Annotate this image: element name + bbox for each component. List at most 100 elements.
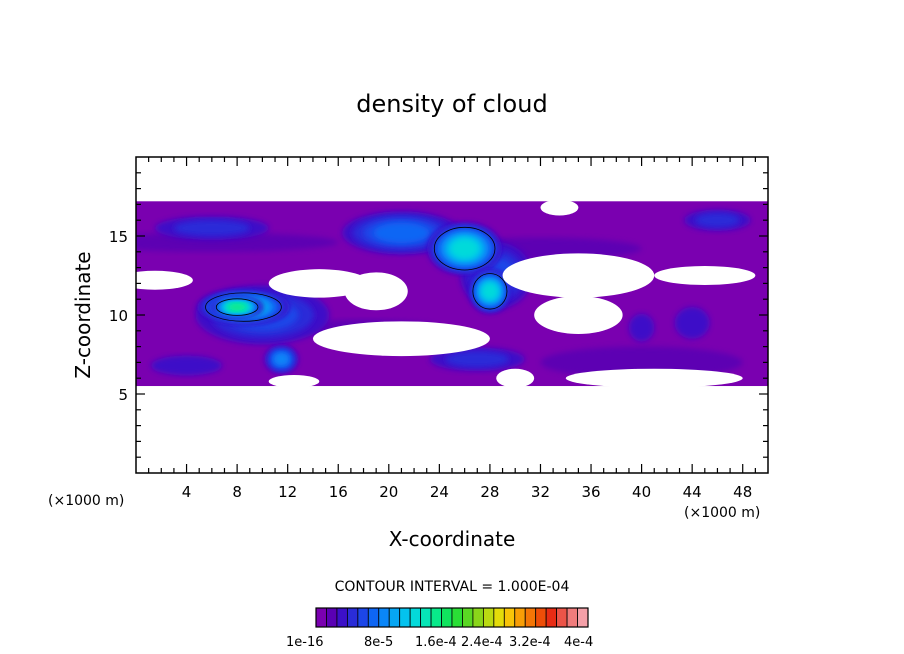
x-tick-label: 44 [683, 483, 702, 501]
x-tick-label: 16 [329, 483, 348, 501]
colorbar-swatch [378, 607, 390, 628]
chart-title: density of cloud [356, 90, 547, 118]
colorbar-swatch [409, 607, 422, 628]
x-tick-label: 32 [531, 483, 550, 501]
colorbar-label: 1.6e-4 [415, 635, 457, 650]
density-feature-9 [264, 345, 298, 374]
colorbar-swatch [441, 607, 453, 628]
contour-line [472, 273, 508, 310]
colorbar-swatch [430, 607, 442, 628]
y-axis-label: Z-coordinate [71, 251, 95, 378]
x-unit-right: (×1000 m) [684, 505, 760, 521]
density-level-3 [173, 220, 250, 237]
colorbar-swatch [545, 607, 558, 628]
colorbar-swatch [556, 607, 568, 628]
gap-9 [268, 375, 320, 388]
x-tick-label: 36 [581, 483, 600, 501]
colorbar-swatch [535, 607, 547, 628]
x-tick-label: 4 [182, 483, 192, 501]
gap-6 [496, 368, 535, 388]
density-level-3 [445, 351, 509, 368]
contour-line [205, 292, 282, 322]
clear-bottom [136, 386, 768, 473]
gap-4 [534, 296, 623, 334]
colorbar-label: 3.2e-4 [509, 635, 551, 650]
colorbar-swatch [367, 607, 380, 628]
colorbar-swatch [514, 607, 526, 628]
density-level-9 [451, 239, 479, 259]
plot-area [136, 157, 768, 473]
colorbar-label: 1e-16 [286, 635, 324, 650]
density-level-6 [274, 353, 289, 366]
clear-air-gaps [136, 157, 768, 473]
density-feature-5 [429, 347, 525, 372]
density-field [136, 201, 768, 387]
colorbar-swatch [482, 607, 495, 628]
x-axis-label: X-coordinate [389, 527, 516, 551]
density-feature-11 [469, 269, 511, 314]
colorbar-label: 4e-4 [564, 635, 593, 650]
contour-line [215, 298, 259, 316]
contour-line [433, 226, 496, 271]
colorbar-swatch [451, 607, 463, 628]
gap-0 [136, 270, 193, 290]
x-tick-label: 8 [232, 483, 242, 501]
x-tick-label: 48 [733, 483, 752, 501]
colorbar-swatch [336, 607, 348, 628]
colorbar-swatch [493, 607, 505, 628]
gap-5 [312, 321, 490, 357]
y-tick-label: 15 [109, 228, 128, 246]
density-feature-1 [628, 313, 655, 342]
colorbar-swatch [472, 607, 484, 628]
colorbar-swatch [315, 607, 327, 628]
density-feature-13 [211, 296, 264, 318]
x-tick-label: 12 [278, 483, 297, 501]
colorbar-label: 2.4e-4 [461, 635, 503, 650]
colorbar-swatch [503, 607, 516, 628]
colorbar-swatch [346, 607, 359, 628]
gap-10 [540, 199, 579, 216]
colorbar-swatch [399, 607, 411, 628]
x-axis-ticks: 4 8 12 16 20 24 28 32 36 40 44 48 [148, 157, 756, 501]
colorbar-label: 8e-5 [364, 635, 393, 650]
density-feature-10 [427, 222, 502, 275]
x-tick-label: 20 [379, 483, 398, 501]
gap-7 [654, 266, 756, 285]
colorbar-frame [315, 607, 589, 628]
gap-8 [565, 368, 743, 388]
y-tick-label: 5 [118, 386, 128, 404]
density-feature-0 [674, 307, 710, 339]
x-tick-label: 28 [480, 483, 499, 501]
density-level-3 [695, 213, 740, 228]
density-feature-8 [342, 211, 461, 255]
y-tick-label: 10 [109, 307, 128, 325]
density-level-2 [674, 307, 710, 339]
colorbar-swatch [566, 607, 578, 628]
x-tick-label: 24 [430, 483, 449, 501]
colorbar [315, 607, 589, 628]
colorbar-swatch [420, 607, 432, 628]
gap-1 [268, 269, 370, 298]
density-level-9 [482, 283, 498, 300]
colorbar-swatch [326, 607, 338, 628]
colorbar-labels: 1e-16 8e-5 1.6e-4 2.4e-4 3.2e-4 4e-4 [286, 635, 593, 650]
colorbar-swatch [388, 607, 401, 628]
colorbar-swatch [357, 607, 369, 628]
y-axis-ticks: 5 10 15 [109, 172, 768, 458]
density-level-2 [151, 355, 223, 376]
density-level-5 [373, 222, 430, 243]
density-feature-3 [154, 216, 269, 240]
x-unit-left: (×1000 m) [48, 493, 124, 509]
colorbar-swatch [577, 607, 589, 628]
gap-3 [502, 253, 655, 298]
density-level-11 [228, 303, 246, 311]
colorbar-swatch [462, 607, 474, 628]
density-level-2 [628, 313, 655, 342]
colorbar-swatch [524, 607, 537, 628]
gap-2 [344, 272, 408, 311]
x-tick-label: 40 [632, 483, 651, 501]
contour-interval-text: CONTOUR INTERVAL = 1.000E-04 [335, 579, 570, 595]
clear-top [136, 157, 768, 202]
density-feature-2 [151, 355, 223, 376]
